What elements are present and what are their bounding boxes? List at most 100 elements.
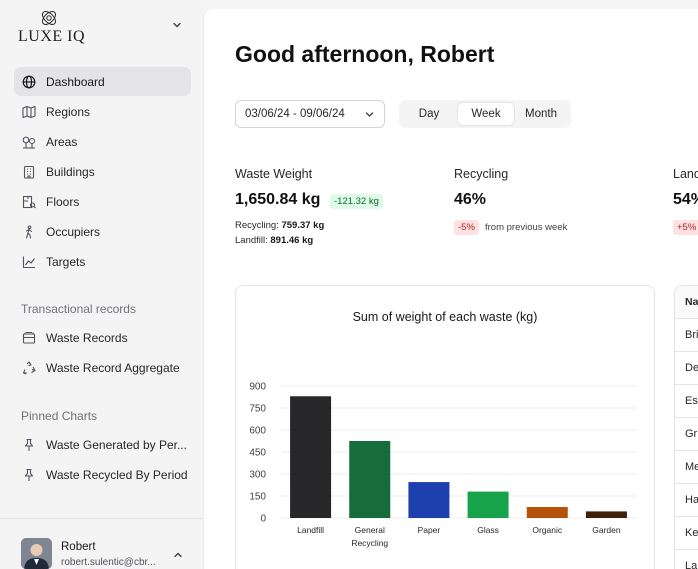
- nav-label: Targets: [46, 254, 86, 269]
- y-tick-label: 750: [249, 404, 266, 415]
- nav-label: Buildings: [46, 164, 95, 179]
- chart-bar[interactable]: [526, 507, 568, 518]
- trend-line-icon: [21, 254, 37, 270]
- y-tick-label: 150: [249, 492, 266, 503]
- floor-plan-icon: [21, 194, 37, 210]
- chart-bar[interactable]: [408, 482, 450, 518]
- nav-item-occupiers[interactable]: Occupiers: [14, 217, 191, 246]
- x-tick-label: Organic: [532, 525, 563, 535]
- chart-title: Sum of weight of each waste (kg): [352, 310, 538, 324]
- user-email: robert.sulentic@cbr...: [61, 557, 156, 568]
- user-menu[interactable]: Robert robert.sulentic@cbr...: [0, 518, 204, 569]
- x-tick-label: Glass: [477, 525, 499, 535]
- date-range-picker[interactable]: 03/06/24 - 09/06/24: [235, 100, 385, 128]
- trees-icon: [21, 134, 37, 150]
- y-tick-label: 450: [249, 448, 266, 459]
- nav-label: Waste Record Aggregate: [46, 360, 180, 375]
- landfill-value: 891.46 kg: [270, 235, 314, 246]
- page-title: Good afternoon, Robert: [235, 41, 495, 67]
- section-title-transactional: Transactional records: [21, 302, 136, 316]
- table-header: Na: [675, 286, 698, 319]
- user-name: Robert: [61, 541, 96, 553]
- stat-value: 54%: [673, 191, 698, 208]
- cabinet-icon: [21, 330, 37, 346]
- period-day-button[interactable]: Day: [418, 108, 440, 120]
- bar-chart: 0 150 300 450 600 750 900 Landfill General Recycl…: [249, 382, 636, 548]
- stat-landfill: Land 54% +5%: [673, 167, 698, 235]
- nav-item-pinned-waste-generated[interactable]: Waste Generated by Per...: [14, 430, 191, 459]
- nav-item-regions[interactable]: Regions: [14, 97, 191, 126]
- landfill-breakdown: Landfill: 891.46 kg: [235, 235, 313, 246]
- table-row[interactable]: La: [675, 550, 698, 569]
- chevron-up-icon[interactable]: [172, 549, 184, 561]
- table-row[interactable]: Gr: [675, 418, 698, 451]
- table-row[interactable]: De: [675, 352, 698, 385]
- data-table: Na BriDeEsGrMeHaKeLa: [674, 285, 698, 569]
- stat-recycling: Recycling 46% -5% from previous week: [454, 167, 567, 235]
- recycling-value: 759.37 kg: [281, 220, 325, 231]
- nav-label: Occupiers: [46, 224, 101, 239]
- stat-waste-weight: Waste Weight 1,650.84 kg -121.32 kg Recy…: [235, 167, 383, 246]
- sidebar: LUXE IQ Dashboard Regions Areas Building…: [0, 0, 204, 569]
- nav-item-targets[interactable]: Targets: [14, 247, 191, 276]
- stat-value: 1,650.84 kg: [235, 191, 321, 208]
- nav-item-areas[interactable]: Areas: [14, 127, 191, 156]
- nav-item-buildings[interactable]: Buildings: [14, 157, 191, 186]
- person-walking-icon: [21, 224, 37, 240]
- landfill-label: Landfill:: [235, 235, 268, 246]
- chart-bar[interactable]: [467, 491, 509, 518]
- nav-item-floors[interactable]: Floors: [14, 187, 191, 216]
- period-month-button[interactable]: Month: [525, 108, 557, 120]
- table-row[interactable]: Ke: [675, 517, 698, 550]
- x-tick-label: Garden: [592, 525, 621, 535]
- pin-icon: [21, 437, 37, 453]
- period-selector: Day Week Month: [399, 100, 571, 128]
- globe-icon: [21, 74, 37, 90]
- nav-label: Regions: [46, 104, 91, 119]
- pin-icon: [21, 467, 37, 483]
- map-icon: [21, 104, 37, 120]
- nav-label: Waste Recycled By Period: [46, 467, 188, 482]
- main-content: Good afternoon, Robert 03/06/24 - 09/06/…: [204, 9, 698, 569]
- recycle-icon: [21, 360, 37, 376]
- y-tick-label: 0: [260, 514, 266, 525]
- nav-item-dashboard[interactable]: Dashboard: [14, 67, 191, 96]
- section-title-pinned: Pinned Charts: [21, 409, 98, 423]
- building-icon: [21, 164, 37, 180]
- x-tick-label: General Recycling: [351, 525, 388, 548]
- date-range-value: 03/06/24 - 09/06/24: [245, 108, 345, 120]
- period-week-button[interactable]: Week: [458, 103, 514, 125]
- change-note: from previous week: [485, 222, 568, 233]
- chart-bar[interactable]: [290, 396, 332, 518]
- chart-bar[interactable]: [349, 441, 391, 518]
- y-tick-label: 600: [249, 426, 266, 437]
- table-row[interactable]: Me: [675, 451, 698, 484]
- brand-name: LUXE IQ: [18, 28, 86, 45]
- chevron-down-icon: [365, 112, 374, 117]
- y-tick-label: 900: [249, 382, 266, 393]
- stat-title: Waste Weight: [235, 167, 313, 181]
- stat-title: Recycling: [454, 167, 509, 181]
- recycling-label: Recycling:: [235, 220, 279, 231]
- nav-label: Areas: [46, 134, 78, 149]
- stat-value: 46%: [454, 191, 487, 208]
- change-badge: -121.32 kg: [330, 194, 383, 209]
- chart-bar[interactable]: [585, 511, 627, 518]
- change-badge: +5%: [673, 220, 698, 235]
- table-row[interactable]: Bri: [675, 319, 698, 352]
- stat-title: Land: [673, 167, 698, 181]
- x-tick-label: Landfill: [297, 525, 324, 535]
- nav-item-waste-record-aggregate[interactable]: Waste Record Aggregate: [14, 353, 191, 382]
- chevron-down-icon[interactable]: [170, 18, 184, 32]
- waste-chart-card: Sum of weight of each waste (kg) 0 150 300…: [235, 285, 655, 569]
- nav-item-waste-records[interactable]: Waste Records: [14, 323, 191, 352]
- table-row[interactable]: Ha: [675, 484, 698, 517]
- y-tick-label: 300: [249, 470, 266, 481]
- nav-label: Floors: [46, 194, 80, 209]
- nav-item-pinned-waste-recycled[interactable]: Waste Recycled By Period: [14, 460, 191, 489]
- brand-logo[interactable]: LUXE IQ: [16, 8, 86, 48]
- change-badge: -5%: [454, 220, 479, 235]
- table-row[interactable]: Es: [675, 385, 698, 418]
- x-tick-label: Paper: [418, 525, 441, 535]
- nav-label: Waste Records: [46, 330, 128, 345]
